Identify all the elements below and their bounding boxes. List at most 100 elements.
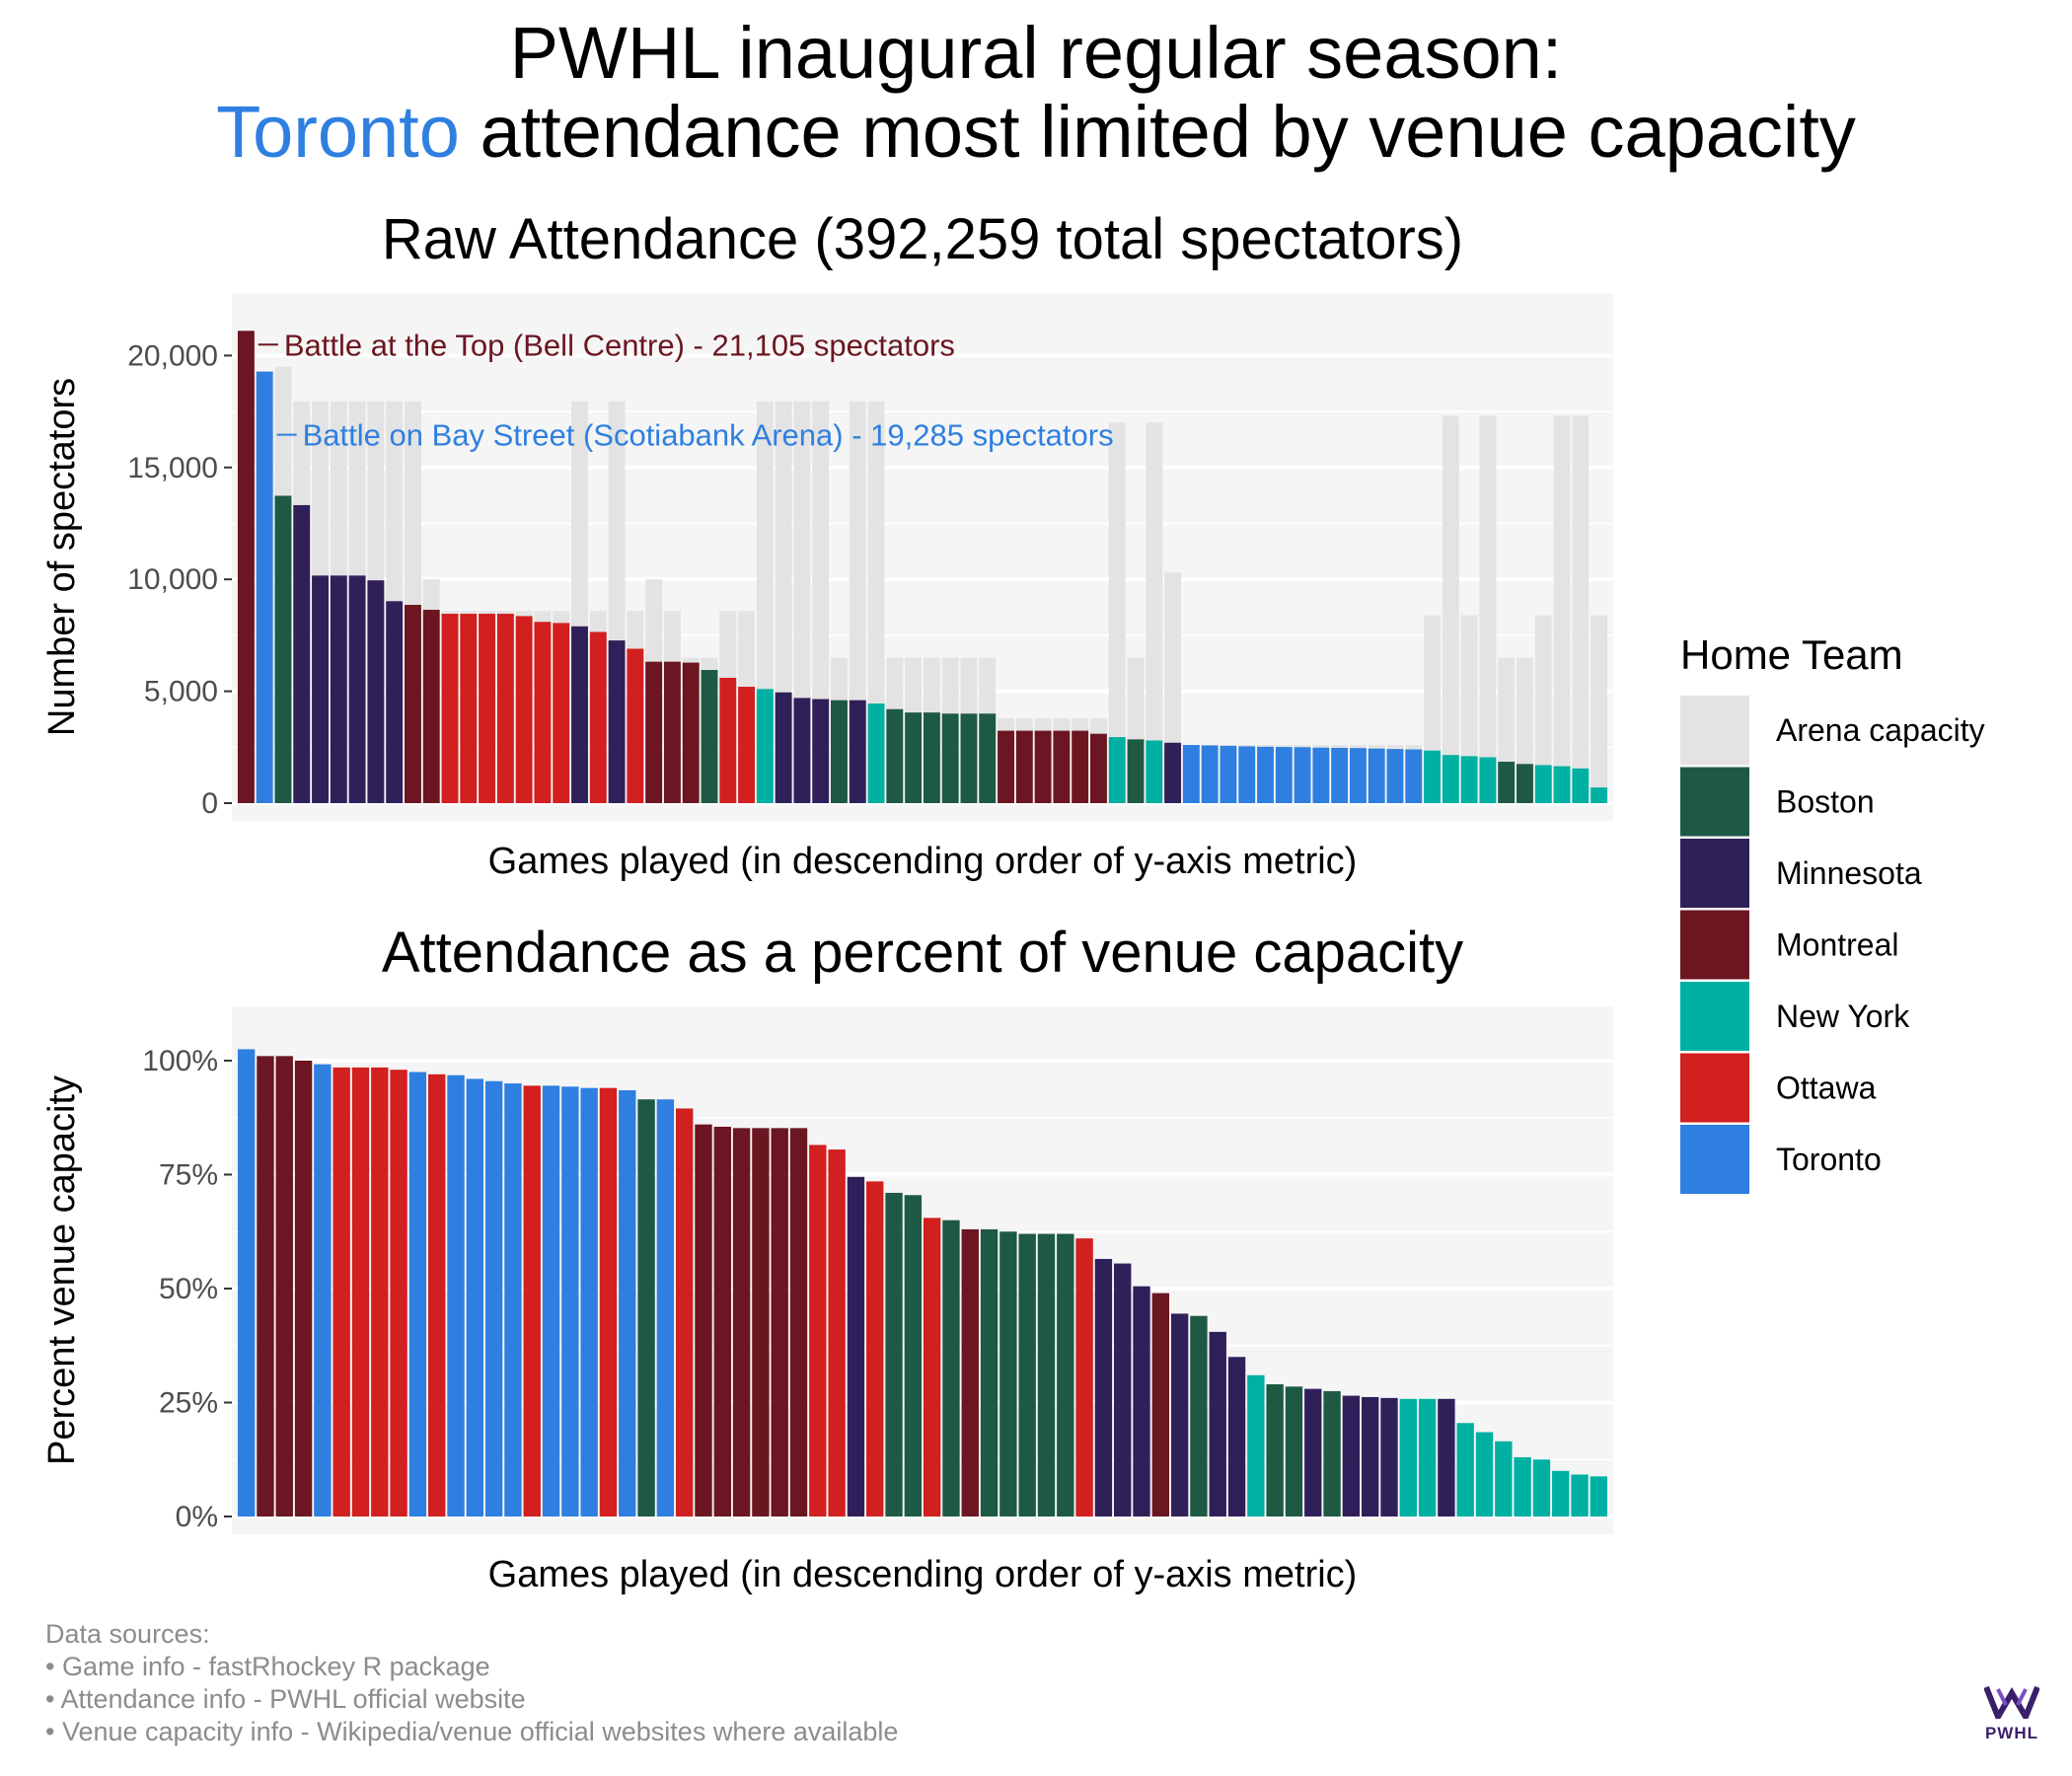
sources-heading: Data sources: [45,1619,210,1649]
raw-attendance-bar [553,623,570,803]
legend-swatch [1680,1053,1749,1123]
pct-attendance-bar [789,1128,808,1517]
pct-attendance-bar [314,1064,332,1517]
raw-attendance-bar [1386,749,1404,803]
pct-attendance-bar [1495,1441,1513,1517]
raw-attendance-bar [682,662,700,803]
raw-capacity-bar [1146,422,1163,803]
raw-attendance-bar [923,712,940,803]
raw-attendance-bar [979,713,997,803]
raw-attendance-bar [1034,730,1052,803]
pct-attendance-bar [732,1128,751,1517]
legend-label: Boston [1776,784,1875,820]
title-accent-toronto: Toronto [216,91,460,173]
pct-attendance-bar [237,1049,256,1517]
pct-attendance-bar [771,1128,788,1517]
pct-attendance-bar [1552,1470,1570,1517]
raw-y-tick-label: 10,000 [127,563,218,596]
raw-attendance-bar [1127,739,1145,803]
raw-attendance-bar [1072,730,1089,803]
legend-label: New York [1776,999,1910,1034]
pct-attendance-bar [408,1072,427,1517]
raw-attendance-bar [1424,750,1442,803]
pct-attendance-bar [847,1176,865,1517]
raw-attendance-bar [1331,747,1349,803]
raw-attendance-bar [1553,766,1571,803]
pct-attendance-bar [1057,1233,1074,1517]
raw-attendance-bar [367,580,385,803]
pct-attendance-bar [561,1086,579,1517]
legend-swatch [1680,696,1749,765]
raw-attendance-bar [1368,748,1385,803]
pct-attendance-bar [466,1078,484,1517]
raw-attendance-bar [1312,747,1330,803]
pct-attendance-bar [275,1056,293,1517]
raw-attendance-bar [1349,748,1367,803]
pct-attendance-bar [1227,1357,1246,1517]
pct-attendance-bar [1456,1423,1474,1517]
pct-attendance-bar [580,1087,598,1517]
raw-attendance-bar [812,699,830,803]
pct-attendance-bar [294,1060,313,1517]
pct-attendance-bar [1133,1286,1150,1517]
raw-attendance-bar [998,730,1014,803]
pct-attendance-bar [752,1128,770,1517]
raw-y-tick-label: 5,000 [144,676,218,708]
pct-attendance-bar [1285,1386,1303,1517]
raw-attendance-bar [404,605,421,803]
raw-capacity-bar [1534,615,1552,803]
pct-attendance-bar [1075,1238,1093,1517]
title-line-2-rest: attendance most limited by venue capacit… [459,91,1856,173]
raw-attendance-bar [571,626,588,803]
pct-attendance-bar [1418,1398,1437,1517]
raw-attendance-bar [941,713,959,803]
pct-attendance-bar [1266,1384,1284,1517]
source-line-1: • Game info - fastRhockey R package [45,1652,490,1681]
raw-attendance-bar [793,698,811,803]
raw-attendance-bar [1257,746,1274,803]
pct-attendance-bar [1170,1313,1189,1517]
pct-attendance-bar [942,1220,960,1517]
raw-x-axis-title: Games played (in descending order of y-a… [488,841,1358,882]
raw-attendance-bar [1517,764,1533,803]
pct-attendance-bar [1475,1432,1494,1517]
title-line-1: PWHL inaugural regular season: [509,12,1563,94]
pct-attendance-bar [866,1181,884,1517]
pct-attendance-bar [390,1070,407,1517]
raw-attendance-bar [627,648,644,803]
raw-attendance-bar [701,670,718,803]
pct-attendance-bar [428,1073,446,1517]
pct-attendance-bar [1342,1395,1361,1517]
raw-attendance-bar [515,616,533,803]
raw-attendance-bar [1201,745,1219,803]
pct-panel-title: Attendance as a percent of venue capacit… [382,921,1463,985]
pct-y-tick-label: 25% [159,1386,218,1419]
pct-attendance-bar [1304,1388,1322,1517]
pct-attendance-bar [1323,1390,1341,1517]
raw-attendance-bar [775,692,792,803]
legend-swatch [1680,982,1749,1051]
pct-attendance-bar [351,1067,370,1517]
raw-capacity-bar [867,401,885,803]
raw-attendance-bar [589,631,607,803]
raw-capacity-bar [1108,422,1126,803]
pct-attendance-bar [961,1228,979,1517]
raw-y-axis-title: Number of spectators [41,378,83,736]
raw-y-tick-label: 0 [201,787,218,820]
raw-attendance-bar [1442,755,1459,803]
pct-attendance-bar [980,1228,999,1517]
raw-attendance-bar [1479,757,1497,803]
raw-attendance-bar [256,371,273,803]
legend-label: Montreal [1776,927,1899,963]
pct-attendance-bar [695,1124,712,1517]
pct-y-tick-label: 75% [159,1158,218,1191]
legend-swatch [1680,910,1749,980]
pct-attendance-bar [542,1085,560,1517]
raw-attendance-bar [886,708,904,803]
pct-y-tick-label: 0% [176,1501,218,1533]
pct-y-axis-title: Percent venue capacity [41,1075,83,1465]
raw-attendance-bar [1220,745,1237,803]
raw-annotation-label: Battle at the Top (Bell Centre) - 21,105… [284,328,955,362]
raw-attendance-bar [274,495,292,803]
